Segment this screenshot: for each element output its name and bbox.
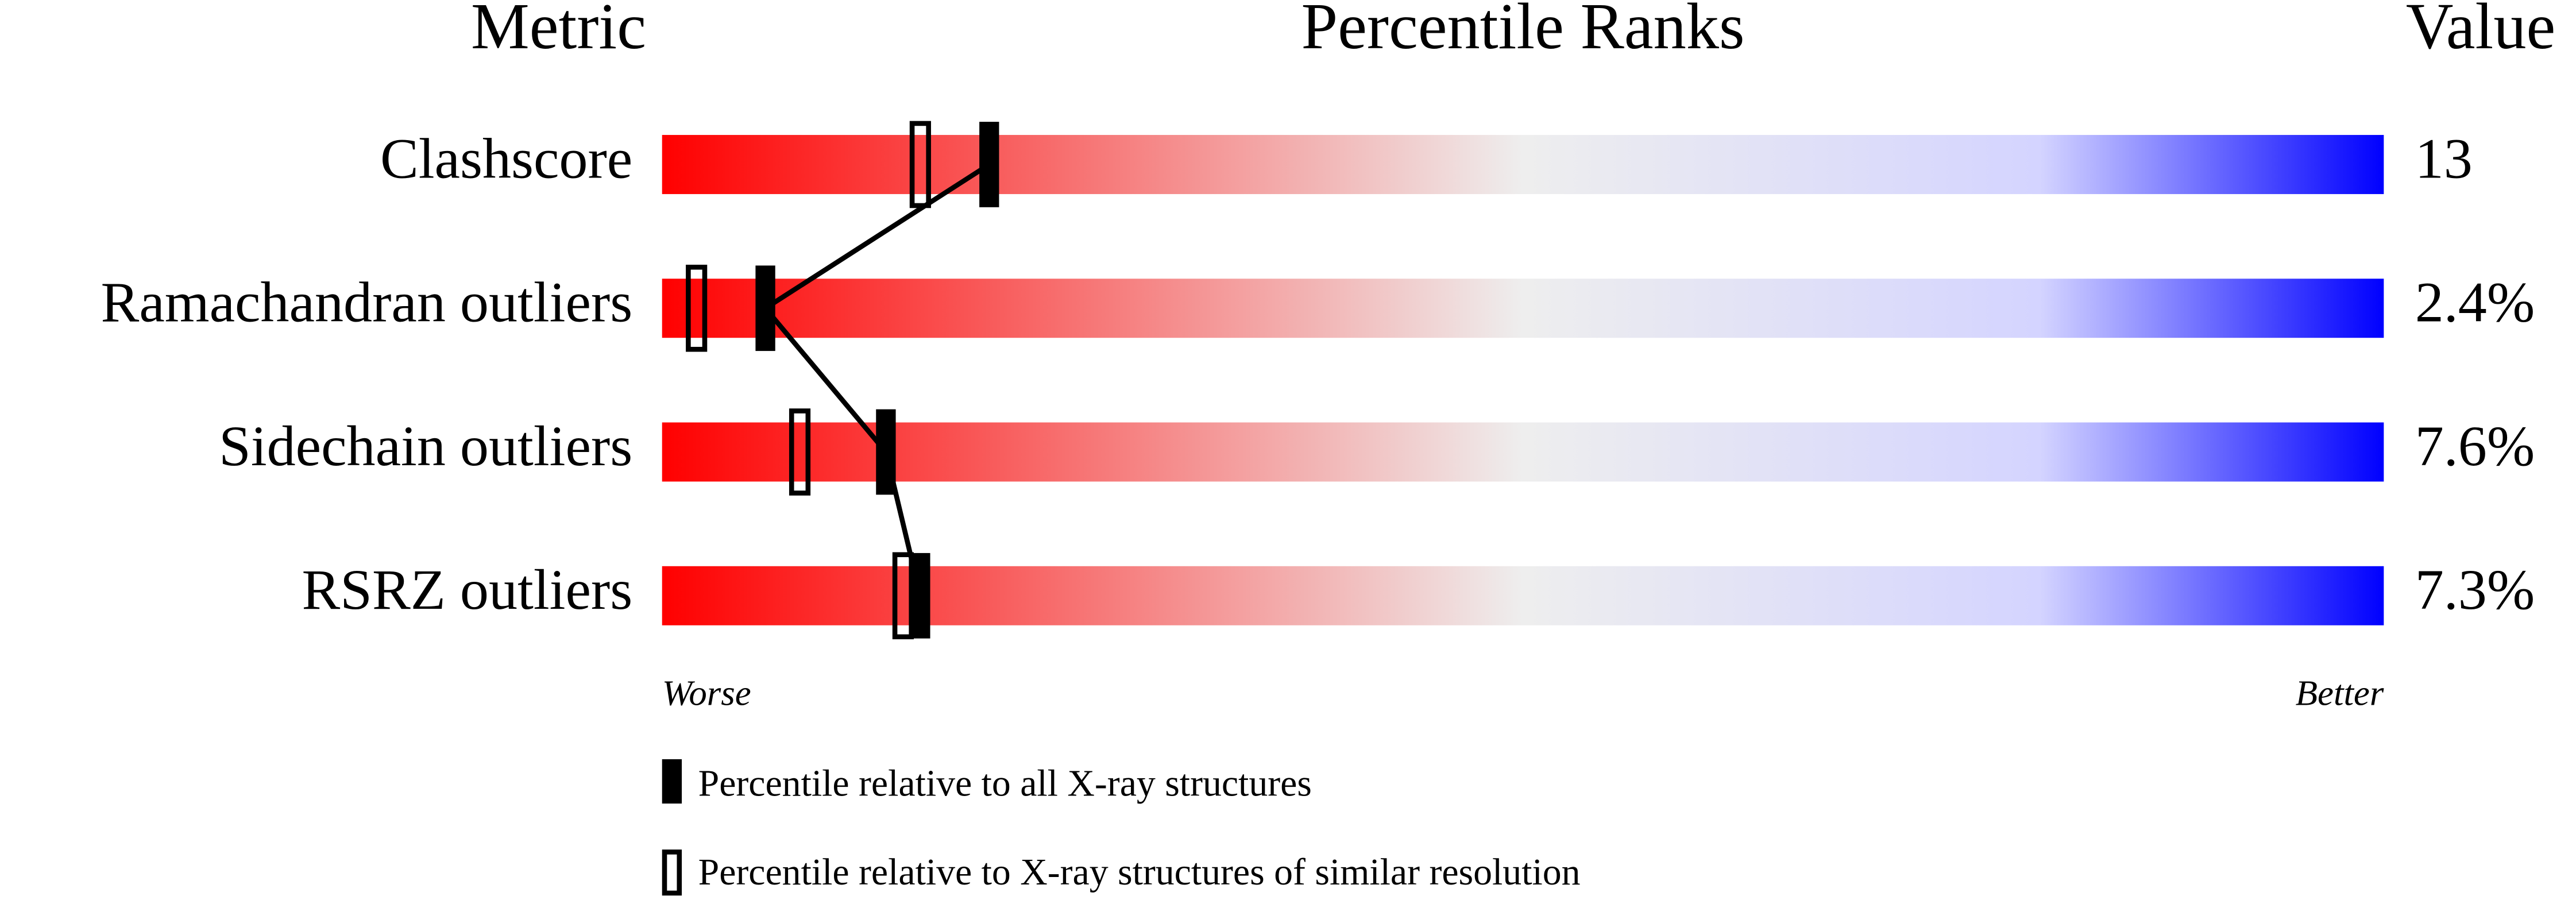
chart-title: Percentile Ranks — [1301, 0, 1745, 63]
metric-label: Clashscore — [380, 126, 632, 190]
metric-label: Ramachandran outliers — [101, 271, 633, 334]
metric-header: Metric — [471, 0, 646, 63]
metric-value: 7.3% — [2415, 558, 2535, 621]
slider-bar — [662, 279, 2384, 338]
value-header: Value — [2406, 0, 2556, 63]
similar-marker — [909, 121, 931, 208]
metric-value: 7.6% — [2415, 414, 2535, 478]
all-marker — [979, 122, 999, 207]
all-marker — [910, 553, 930, 639]
connector-line — [762, 162, 991, 597]
metric-label: RSRZ outliers — [302, 558, 633, 621]
all-marker — [876, 409, 896, 495]
legend-swatch-all — [662, 759, 682, 804]
similar-marker — [789, 408, 811, 496]
slider-bar — [662, 422, 2384, 482]
all-marker — [755, 265, 775, 351]
worse-label: Worse — [662, 673, 751, 713]
similar-marker — [686, 264, 708, 352]
metric-label: Sidechain outliers — [219, 414, 632, 478]
legend-label: Percentile relative to all X-ray structu… — [698, 763, 1312, 805]
metric-value: 2.4% — [2415, 271, 2535, 334]
better-label: Better — [2296, 673, 2384, 713]
metric-value: 13 — [2415, 126, 2473, 190]
slider-bar — [662, 134, 2384, 194]
legend-swatch-similar — [662, 849, 682, 896]
legend-label: Percentile relative to X-ray structures … — [698, 851, 1581, 893]
slider-bar — [662, 566, 2384, 625]
